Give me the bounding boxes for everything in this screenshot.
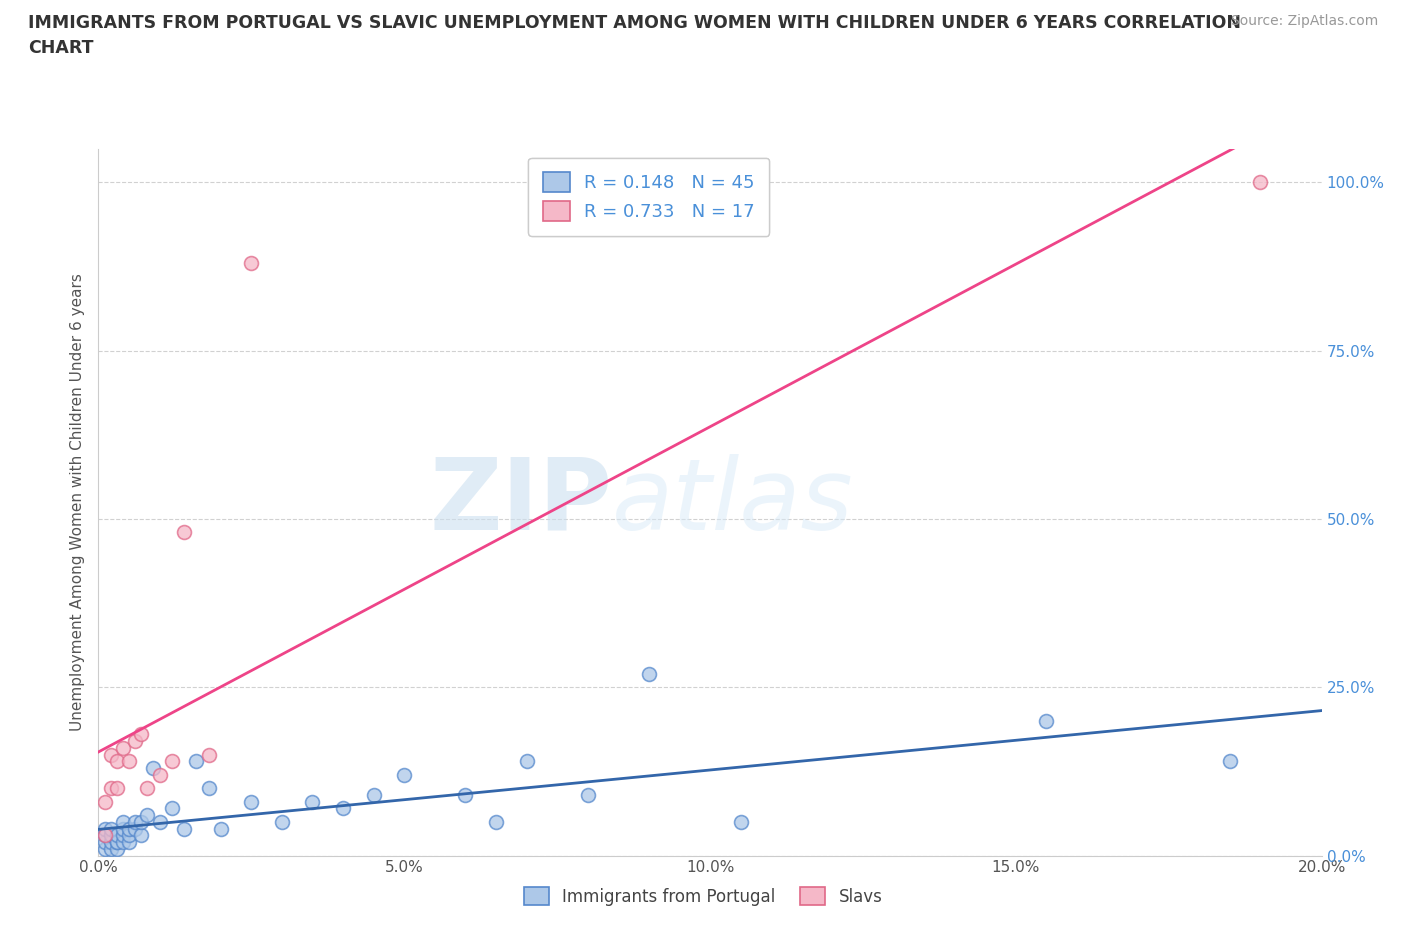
Point bbox=[197, 747, 219, 762]
Point bbox=[93, 794, 115, 809]
Point bbox=[93, 828, 115, 843]
Text: ZIP: ZIP bbox=[429, 454, 612, 551]
Point bbox=[576, 788, 599, 803]
Text: CHART: CHART bbox=[28, 39, 94, 57]
Point bbox=[100, 842, 122, 857]
Point bbox=[637, 667, 661, 682]
Point bbox=[118, 835, 141, 850]
Point bbox=[105, 835, 128, 850]
Point bbox=[100, 828, 122, 843]
Point bbox=[111, 815, 134, 830]
Point bbox=[516, 754, 538, 769]
Text: atlas: atlas bbox=[612, 454, 853, 551]
Point bbox=[124, 734, 146, 749]
Point bbox=[160, 754, 183, 769]
Point bbox=[93, 821, 115, 836]
Point bbox=[105, 754, 128, 769]
Point bbox=[105, 835, 128, 850]
Point bbox=[1219, 754, 1241, 769]
Point bbox=[160, 801, 183, 816]
Text: IMMIGRANTS FROM PORTUGAL VS SLAVIC UNEMPLOYMENT AMONG WOMEN WITH CHILDREN UNDER : IMMIGRANTS FROM PORTUGAL VS SLAVIC UNEMP… bbox=[28, 14, 1241, 32]
Point bbox=[730, 815, 752, 830]
Point bbox=[173, 821, 195, 836]
Point bbox=[485, 815, 508, 830]
Point bbox=[105, 828, 128, 843]
Point bbox=[1249, 175, 1271, 190]
Point bbox=[301, 794, 323, 809]
Point bbox=[270, 815, 292, 830]
Point bbox=[124, 815, 146, 830]
Point bbox=[454, 788, 477, 803]
Point bbox=[1035, 713, 1057, 728]
Legend: R = 0.148   N = 45, R = 0.733   N = 17: R = 0.148 N = 45, R = 0.733 N = 17 bbox=[529, 158, 769, 235]
Point bbox=[136, 781, 159, 796]
Point bbox=[240, 256, 263, 271]
Point bbox=[111, 828, 134, 843]
Point bbox=[363, 788, 385, 803]
Point bbox=[129, 828, 152, 843]
Point bbox=[100, 835, 122, 850]
Point bbox=[129, 727, 152, 742]
Point bbox=[100, 747, 122, 762]
Legend: Immigrants from Portugal, Slavs: Immigrants from Portugal, Slavs bbox=[517, 881, 889, 912]
Point bbox=[332, 801, 354, 816]
Point bbox=[111, 740, 134, 755]
Point bbox=[100, 781, 122, 796]
Point bbox=[124, 821, 146, 836]
Point bbox=[118, 828, 141, 843]
Point bbox=[197, 781, 219, 796]
Point bbox=[118, 821, 141, 836]
Point bbox=[240, 794, 263, 809]
Point bbox=[105, 842, 128, 857]
Point bbox=[392, 767, 416, 782]
Y-axis label: Unemployment Among Women with Children Under 6 years: Unemployment Among Women with Children U… bbox=[70, 273, 86, 731]
Point bbox=[186, 754, 208, 769]
Point bbox=[93, 835, 115, 850]
Point bbox=[136, 808, 159, 823]
Point bbox=[149, 815, 172, 830]
Point bbox=[111, 835, 134, 850]
Point bbox=[93, 842, 115, 857]
Point bbox=[93, 828, 115, 843]
Point bbox=[142, 761, 165, 776]
Point bbox=[118, 754, 141, 769]
Point bbox=[111, 821, 134, 836]
Point bbox=[105, 781, 128, 796]
Point bbox=[149, 767, 172, 782]
Point bbox=[209, 821, 232, 836]
Point bbox=[100, 821, 122, 836]
Point bbox=[129, 815, 152, 830]
Text: Source: ZipAtlas.com: Source: ZipAtlas.com bbox=[1230, 14, 1378, 28]
Point bbox=[173, 525, 195, 540]
